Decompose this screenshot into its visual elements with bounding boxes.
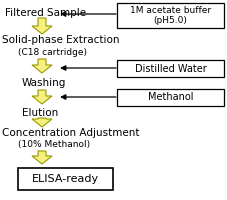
Text: Filtered Sample: Filtered Sample bbox=[5, 8, 86, 18]
FancyArrow shape bbox=[32, 151, 52, 164]
Bar bbox=[116, 3, 223, 28]
FancyArrow shape bbox=[32, 90, 52, 104]
FancyArrow shape bbox=[32, 118, 52, 127]
Bar bbox=[116, 60, 223, 77]
Text: Elution: Elution bbox=[22, 108, 58, 118]
Text: 1M acetate buffer
(pH5.0): 1M acetate buffer (pH5.0) bbox=[129, 6, 210, 25]
Text: ELISA-ready: ELISA-ready bbox=[32, 174, 99, 184]
Bar bbox=[18, 168, 113, 190]
Text: Solid-phase Extraction: Solid-phase Extraction bbox=[2, 35, 119, 45]
FancyArrow shape bbox=[32, 18, 52, 34]
Text: Concentration Adjustment: Concentration Adjustment bbox=[2, 128, 139, 138]
Text: Distilled Water: Distilled Water bbox=[134, 64, 205, 73]
Bar bbox=[116, 89, 223, 106]
FancyArrow shape bbox=[32, 59, 52, 73]
Text: Methanol: Methanol bbox=[147, 92, 192, 102]
Text: (C18 cartridge): (C18 cartridge) bbox=[18, 48, 87, 57]
Text: (10% Methanol): (10% Methanol) bbox=[18, 140, 90, 149]
Text: Washing: Washing bbox=[22, 78, 66, 88]
